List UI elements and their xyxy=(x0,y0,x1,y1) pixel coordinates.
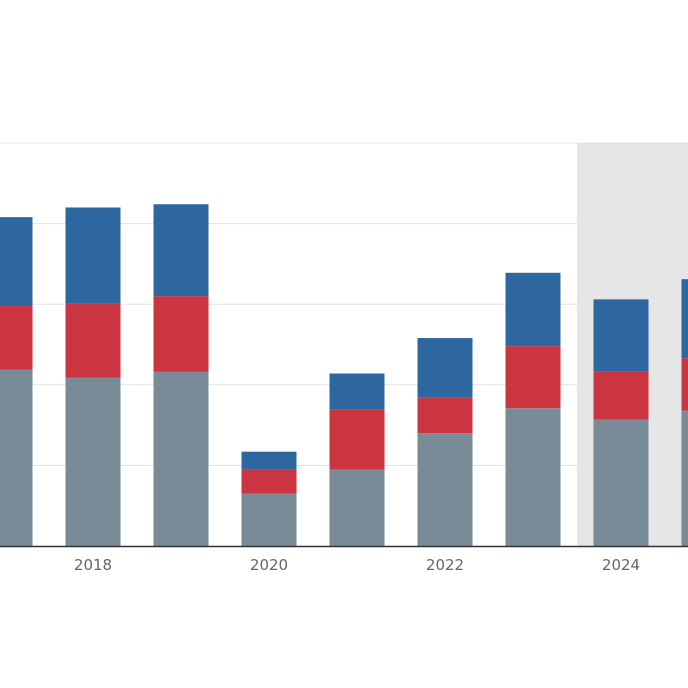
bar-segment-2018-series-2 xyxy=(65,303,121,378)
x-tick-label-2022: 2022 xyxy=(426,556,464,574)
bar-segment-2020-series-3 xyxy=(241,451,297,470)
bar-segment-2021-series-1 xyxy=(329,469,385,546)
bar-segment-2017-series-3 xyxy=(0,217,33,306)
bar-segment-2024-series-2 xyxy=(593,371,649,420)
bar-segment-2023-series-1 xyxy=(505,408,561,546)
bar-segment-2021-series-3 xyxy=(329,373,385,410)
bar-segment-2023-series-3 xyxy=(505,272,561,347)
x-tick-label-2018: 2018 xyxy=(74,556,112,574)
x-tick-label-2020: 2020 xyxy=(250,556,288,574)
bar-segment-2025-series-3 xyxy=(681,279,688,359)
bar-segment-2017-series-1 xyxy=(0,369,33,546)
x-tick-label-2024: 2024 xyxy=(602,556,640,574)
bar-segment-2020-series-2 xyxy=(241,469,297,494)
bar-segment-2019-series-3 xyxy=(153,204,209,297)
bar-segment-2020-series-1 xyxy=(241,493,297,546)
bar-segment-2021-series-2 xyxy=(329,409,385,470)
bar-segment-2022-series-1 xyxy=(417,433,473,546)
bar-segment-2023-series-2 xyxy=(505,346,561,409)
bar-segment-2022-series-3 xyxy=(417,338,473,398)
bar-segment-2025-series-2 xyxy=(681,358,688,411)
bar-segment-2024-series-3 xyxy=(593,299,649,372)
bar-segment-2019-series-1 xyxy=(153,371,209,546)
bar-segment-2025-series-1 xyxy=(681,410,688,546)
bar-segment-2017-series-2 xyxy=(0,305,33,370)
bar-segment-2019-series-2 xyxy=(153,296,209,372)
bar-segment-2018-series-3 xyxy=(65,207,121,304)
bar-segment-2018-series-1 xyxy=(65,377,121,546)
bar-segment-2022-series-2 xyxy=(417,397,473,434)
bar-segment-2024-series-1 xyxy=(593,419,649,546)
